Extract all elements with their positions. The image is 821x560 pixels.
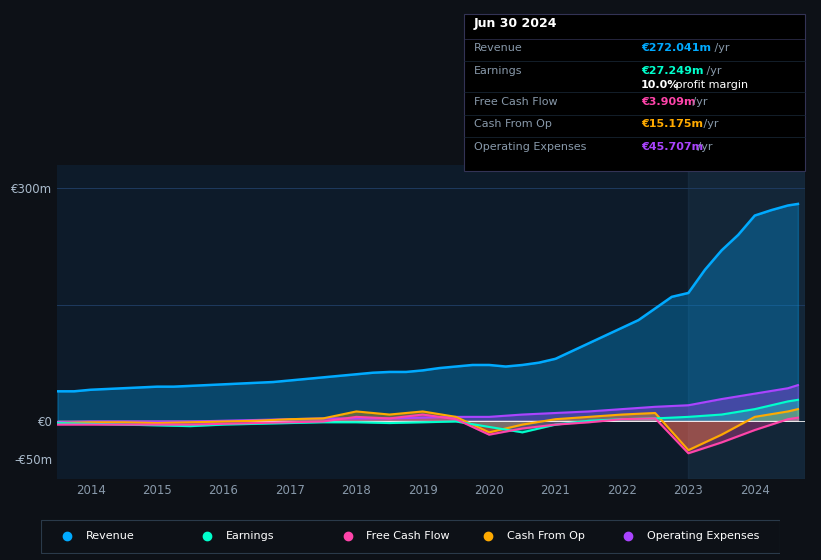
Text: €27.249m: €27.249m [641, 66, 704, 76]
Text: €3.909m: €3.909m [641, 97, 695, 107]
Text: Jun 30 2024: Jun 30 2024 [474, 17, 557, 30]
Text: /yr: /yr [703, 66, 721, 76]
Text: Cash From Op: Cash From Op [474, 119, 552, 129]
Text: Operating Expenses: Operating Expenses [647, 531, 759, 541]
Text: Revenue: Revenue [85, 531, 134, 541]
Text: €15.175m: €15.175m [641, 119, 703, 129]
Text: Free Cash Flow: Free Cash Flow [474, 97, 557, 107]
Text: Operating Expenses: Operating Expenses [474, 142, 586, 152]
Text: Cash From Op: Cash From Op [507, 531, 585, 541]
Text: /yr: /yr [695, 142, 713, 152]
Text: /yr: /yr [700, 119, 718, 129]
Text: 10.0%: 10.0% [641, 80, 680, 90]
Text: /yr: /yr [689, 97, 707, 107]
Text: €45.707m: €45.707m [641, 142, 703, 152]
Bar [688, 165, 805, 479]
Text: Revenue: Revenue [474, 43, 522, 53]
Text: Earnings: Earnings [226, 531, 274, 541]
Text: Earnings: Earnings [474, 66, 522, 76]
Text: /yr: /yr [711, 43, 729, 53]
Text: Free Cash Flow: Free Cash Flow [366, 531, 450, 541]
Text: €272.041m: €272.041m [641, 43, 711, 53]
Text: profit margin: profit margin [672, 80, 749, 90]
